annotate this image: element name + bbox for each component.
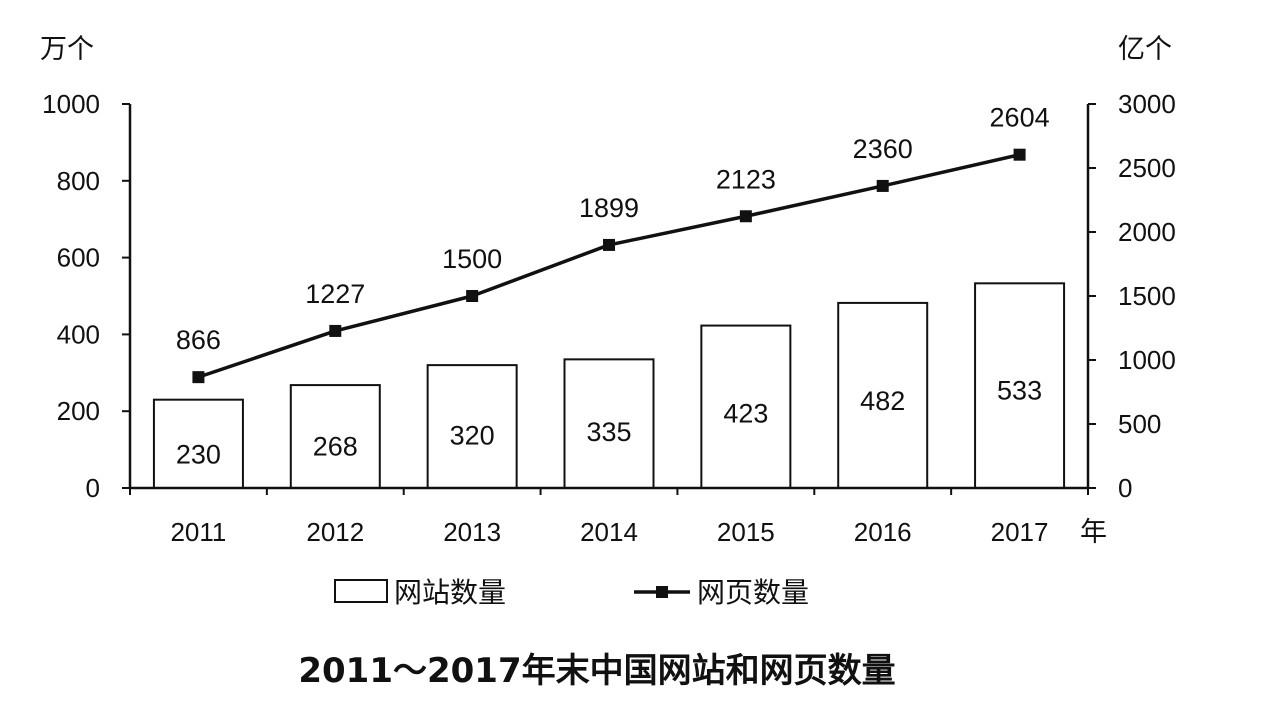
x-axis-unit: 年 — [1080, 517, 1107, 548]
line-data-label: 2604 — [990, 103, 1050, 133]
left-tick-label: 0 — [86, 473, 100, 503]
bar — [563, 358, 655, 489]
bar-data-label: 230 — [176, 439, 221, 469]
bar-data-label: 533 — [997, 375, 1042, 405]
legend-bar-label: 网站数量 — [394, 576, 506, 609]
legend-line-label: 网页数量 — [697, 576, 809, 609]
legend: 网站数量 网页数量 — [334, 576, 809, 609]
line-point-marker — [876, 179, 889, 192]
line-data-label: 1899 — [579, 193, 639, 223]
right-tick-label: 1000 — [1118, 345, 1176, 375]
line-layer — [192, 148, 1026, 384]
line-data-label: 2123 — [716, 164, 776, 194]
x-tick-label: 2014 — [580, 517, 638, 547]
bar-data-label: 320 — [450, 420, 495, 450]
line-data-label: 1500 — [442, 244, 502, 274]
bar — [837, 301, 929, 489]
right-axis-unit: 亿个 — [1118, 34, 1172, 65]
line-point-marker — [603, 238, 615, 251]
line-point-marker — [466, 290, 479, 302]
x-tick-label: 2011 — [170, 517, 226, 547]
right-tick-label: 2500 — [1118, 153, 1176, 183]
line-point-marker — [1013, 148, 1026, 161]
bar-data-label: 335 — [586, 417, 631, 447]
bar-data-label: 482 — [860, 386, 905, 416]
line-point-marker — [739, 210, 752, 223]
line-point-marker — [329, 324, 342, 337]
bars-layer — [152, 282, 1066, 490]
left-tick-label: 800 — [57, 166, 100, 196]
x-tick-label: 2012 — [306, 517, 364, 547]
left-tick-label: 1000 — [42, 89, 100, 119]
right-tick-label: 0 — [1118, 473, 1132, 503]
bar-data-label: 268 — [313, 431, 358, 461]
bar-data-label: 423 — [723, 399, 768, 429]
chart-title: 2011～2017年末中国网站和网页数量 — [298, 651, 895, 691]
left-tick-label: 400 — [57, 319, 100, 349]
legend-line-marker — [656, 586, 668, 598]
line-data-label: 1227 — [305, 279, 365, 309]
line-point-marker — [192, 371, 205, 384]
x-tick-label: 2015 — [717, 517, 775, 547]
bar — [426, 364, 518, 489]
line-data-label: 2360 — [853, 134, 913, 164]
labels-layer: 866 1227 1500 1899 2123 2360 2604 230 268 320 335 4… — [176, 103, 1050, 470]
right-tick-label: 1500 — [1118, 281, 1176, 311]
x-tick-label: 2016 — [854, 517, 912, 547]
bar — [289, 384, 381, 490]
right-tick-label: 3000 — [1118, 89, 1176, 119]
right-tick-label: 2000 — [1118, 217, 1176, 247]
x-tick-label: 2017 — [991, 517, 1049, 547]
x-tick-label: 2013 — [443, 517, 501, 547]
axes-layer: 0 200 400 600 800 1000 0 500 1000 1500 2000 2500 300… — [42, 89, 1176, 547]
left-tick-label: 200 — [57, 396, 100, 426]
bar — [152, 398, 244, 489]
left-tick-label: 600 — [57, 243, 100, 273]
line-data-label: 866 — [176, 325, 221, 355]
left-axis-unit: 万个 — [40, 34, 94, 65]
right-tick-label: 500 — [1118, 409, 1161, 439]
legend-bar-swatch — [334, 579, 388, 603]
